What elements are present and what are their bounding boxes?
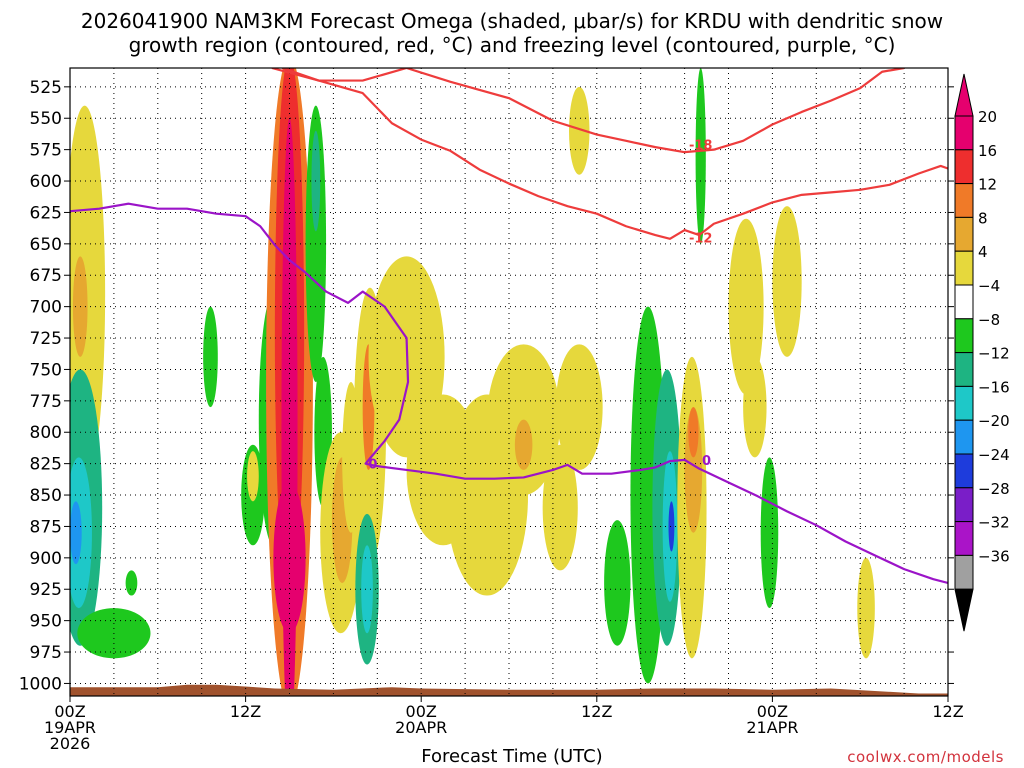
colorbar-label-7: −12	[978, 345, 1010, 363]
omega-cell-9	[247, 451, 259, 502]
colorbar-label-4: 4	[978, 243, 988, 261]
contour-label-1: -12	[689, 232, 713, 247]
colorbar-label-8: −16	[978, 378, 1010, 396]
x-tick-label-0-2: 2026	[50, 734, 91, 753]
credit-link[interactable]: coolwx.com/models	[847, 748, 1004, 766]
y-tick-label-1000: 1000	[19, 674, 62, 694]
contour-label-0: -18	[689, 139, 713, 154]
x-tick-label-0-0: 00Z	[54, 702, 85, 721]
contour-isotherm-0	[271, 68, 905, 154]
y-tick-label-575: 575	[30, 141, 62, 161]
x-tick-label-4-0: 00Z	[757, 702, 788, 721]
omega-cell-47	[857, 557, 875, 659]
colorbar: 20 16 12 8 4 −4 −8 −12 −16 −20 −24 −28 −32 −36	[954, 73, 1010, 632]
contour-layer: -18 -12 0 0	[70, 68, 948, 585]
colorbar-label-12: −32	[978, 514, 1010, 532]
x-tick-label-2-1: 20APR	[395, 718, 447, 737]
y-tick-label-800: 800	[30, 423, 62, 443]
colorbar-label-5: −4	[978, 277, 1000, 295]
omega-cell-33	[568, 86, 590, 175]
omega-cell-46	[760, 457, 779, 609]
x-axis-label: Forecast Time (UTC)	[421, 746, 603, 767]
y-tick-label-600: 600	[30, 172, 62, 192]
omega-cell-25	[361, 545, 373, 634]
contour-isotherm-1	[281, 68, 948, 240]
contour-label-3: 0	[702, 454, 711, 469]
colorbar-box-0	[954, 115, 974, 151]
x-tick-label-2-0: 00Z	[406, 702, 437, 721]
colorbar-label-13: −36	[978, 547, 1010, 565]
plot-border	[69, 67, 949, 697]
colorbar-label-3: 8	[978, 209, 988, 227]
chart-title-line-1: 2026041900 NAM3KM Forecast Omega (shaded…	[80, 9, 944, 33]
omega-cell-43	[728, 218, 764, 395]
colorbar-box-7	[954, 352, 974, 387]
colorbar-box-12	[954, 521, 974, 556]
omega-cell-38	[668, 501, 675, 552]
omega-cell-41	[688, 407, 699, 458]
y-tick-label-725: 725	[30, 329, 62, 349]
y-tick-label-850: 850	[30, 486, 62, 506]
plot-frame	[69, 67, 949, 697]
y-tick-label-650: 650	[30, 235, 62, 255]
colorbar-box-9	[954, 419, 974, 455]
colorbar-box-10	[954, 453, 974, 489]
colorbar-bottom-arrow	[954, 588, 974, 632]
colorbar-label-1: 16	[978, 142, 997, 160]
omega-cell-4	[70, 501, 82, 565]
y-tick-label-775: 775	[30, 392, 62, 412]
colorbar-box-11	[954, 487, 974, 523]
y-tick-label-525: 525	[30, 78, 62, 98]
colorbar-top-arrow	[954, 73, 974, 117]
colorbar-box-13	[954, 554, 974, 590]
y-tick-label-700: 700	[30, 298, 62, 318]
y-tick-label-750: 750	[30, 360, 62, 380]
y-tick-label-925: 925	[30, 580, 62, 600]
y-tick-label-900: 900	[30, 549, 62, 569]
colorbar-label-10: −24	[978, 446, 1010, 464]
colorbar-box-3	[954, 216, 974, 252]
omega-cell-7	[203, 306, 218, 408]
omega-cell-30	[514, 419, 533, 470]
y-tick-label-975: 975	[30, 643, 62, 663]
y-tick-label-875: 875	[30, 517, 62, 537]
contour-label-2: 0	[368, 458, 377, 473]
omega-cell-32	[542, 444, 578, 571]
omega-cell-44	[743, 356, 767, 458]
y-tick-label-550: 550	[30, 109, 62, 129]
colorbar-box-4	[954, 250, 974, 286]
colorbar-label-6: −8	[978, 311, 1000, 329]
chart-title-line-2: growth region (contoured, red, °C) and f…	[128, 33, 896, 57]
y-tick-label-950: 950	[30, 612, 62, 632]
colorbar-label-2: 12	[978, 176, 997, 194]
colorbar-box-2	[954, 183, 974, 218]
omega-cell-6	[125, 570, 138, 596]
colorbar-box-5	[954, 284, 974, 320]
colorbar-box-1	[954, 149, 974, 185]
colorbar-label-11: −28	[978, 480, 1010, 498]
contour-freezing-2	[70, 202, 948, 585]
y-tick-label-675: 675	[30, 266, 62, 286]
x-tick-label-4-1: 21APR	[746, 718, 798, 737]
colorbar-box-8	[954, 385, 974, 421]
omega-cell-31	[555, 344, 603, 470]
omega-cell-34	[604, 520, 631, 646]
y-tick-label-825: 825	[30, 455, 62, 475]
omega-cell-42	[695, 68, 706, 244]
x-tick-label-1-0: 12Z	[230, 702, 261, 721]
x-tick-label-3-0: 12Z	[581, 702, 612, 721]
x-tick-label-5-0: 12Z	[932, 702, 963, 721]
omega-cell-45	[772, 206, 802, 357]
colorbar-label-9: −20	[978, 412, 1010, 430]
colorbar-label-0: 20	[978, 108, 997, 126]
y-tick-label-625: 625	[30, 203, 62, 223]
x-tick-label-0-1: 19APR	[44, 718, 96, 737]
omega-cell-15	[273, 482, 306, 634]
colorbar-box-6	[954, 318, 974, 354]
axis-layer: 525 550 575 600 625 650 675 700 725 750 775 800 825 8…	[19, 78, 964, 753]
